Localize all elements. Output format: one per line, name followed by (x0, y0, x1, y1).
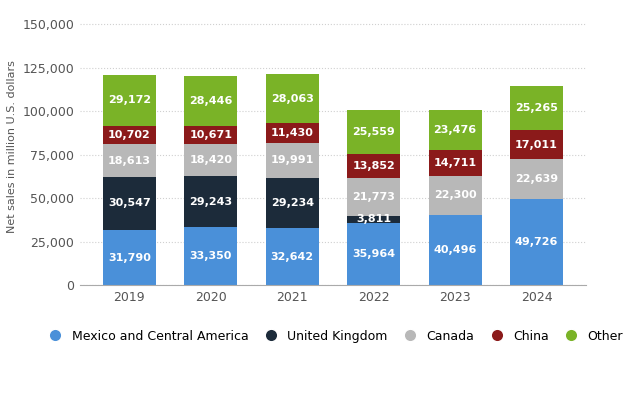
Bar (266, 123, 319, 143)
Text: 33,350: 33,350 (189, 251, 232, 261)
Bar (103, 126, 156, 144)
Text: 10,671: 10,671 (189, 130, 232, 140)
Text: 11,430: 11,430 (271, 128, 314, 138)
Bar (184, 126, 237, 144)
Text: 28,446: 28,446 (189, 96, 232, 106)
Bar (510, 86, 563, 130)
Text: 29,243: 29,243 (189, 197, 232, 207)
Bar (510, 159, 563, 199)
Text: 30,547: 30,547 (108, 198, 151, 209)
Text: 19,991: 19,991 (271, 155, 314, 165)
Bar (348, 154, 400, 178)
Bar (184, 176, 237, 227)
Text: 29,234: 29,234 (271, 198, 314, 208)
Bar (266, 74, 319, 123)
Text: 18,420: 18,420 (189, 155, 232, 165)
Bar (348, 222, 400, 285)
Bar (348, 178, 400, 216)
Bar (266, 228, 319, 285)
Bar (184, 227, 237, 285)
Bar (103, 230, 156, 285)
Bar (429, 215, 482, 285)
Bar (266, 143, 319, 178)
Bar (184, 76, 237, 126)
Text: 22,300: 22,300 (434, 190, 476, 201)
Text: 40,496: 40,496 (433, 245, 477, 255)
Text: 31,790: 31,790 (108, 253, 151, 263)
Text: 22,639: 22,639 (515, 174, 558, 184)
Bar (429, 109, 482, 150)
Bar (103, 177, 156, 230)
Bar (429, 150, 482, 176)
Text: 29,172: 29,172 (108, 96, 151, 105)
Text: 18,613: 18,613 (108, 156, 151, 166)
Text: 21,773: 21,773 (352, 192, 395, 202)
Text: 49,726: 49,726 (515, 237, 558, 247)
Bar (266, 178, 319, 228)
Y-axis label: Net sales in million U.S. dollars: Net sales in million U.S. dollars (7, 60, 17, 232)
Text: 17,011: 17,011 (515, 140, 558, 150)
Text: 28,063: 28,063 (271, 94, 314, 103)
Text: 14,711: 14,711 (433, 158, 477, 168)
Text: 10,702: 10,702 (108, 130, 151, 140)
Text: 13,852: 13,852 (353, 161, 395, 171)
Text: 25,265: 25,265 (515, 103, 558, 113)
Bar (348, 216, 400, 222)
Text: 23,476: 23,476 (433, 125, 477, 135)
Bar (429, 176, 482, 215)
Text: 32,642: 32,642 (271, 252, 314, 262)
Bar (510, 130, 563, 159)
Bar (184, 144, 237, 176)
Bar (103, 144, 156, 177)
Bar (348, 109, 400, 154)
Legend: Mexico and Central America, United Kingdom, Canada, China, Other: Mexico and Central America, United Kingd… (38, 325, 628, 348)
Bar (103, 75, 156, 126)
Text: 35,964: 35,964 (352, 249, 396, 259)
Bar (510, 199, 563, 285)
Text: 3,811: 3,811 (356, 215, 391, 224)
Text: 25,559: 25,559 (353, 127, 395, 137)
